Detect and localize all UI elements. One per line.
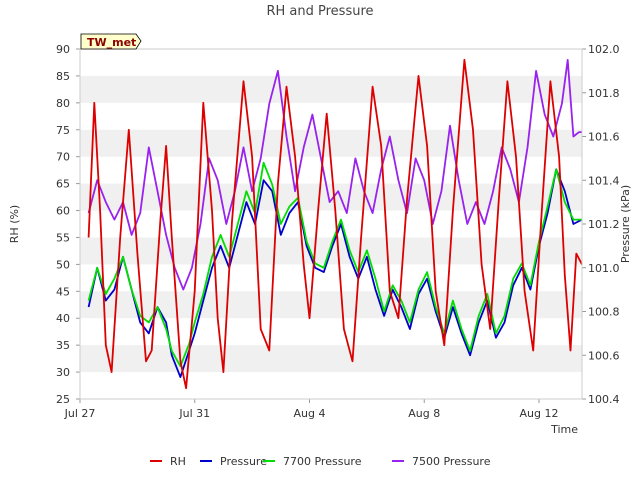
y-right-tick-label: 101.2 [588, 218, 620, 231]
y-left-tick-label: 85 [56, 70, 70, 83]
grid-band [80, 183, 582, 211]
y-axis-left: 25 30 35 40 45 50 55 60 65 70 75 80 85 90 [56, 43, 80, 406]
x-tick-label: Aug 4 [293, 407, 325, 420]
legend-label: 7500 Pressure [412, 455, 491, 468]
tw-met-badge: TW_met [80, 33, 142, 50]
y-axis-left-label: RH (%) [8, 205, 21, 243]
y-right-tick-label: 101.0 [588, 262, 620, 275]
legend-label: 7700 Pressure [283, 455, 362, 468]
tw-met-badge-label: TW_met [87, 36, 136, 49]
y-left-tick-label: 55 [56, 231, 70, 244]
y-axis-right-label: Pressure (kPa) [619, 185, 632, 263]
y-right-tick-label: 100.4 [588, 393, 620, 406]
y-left-tick-label: 75 [56, 124, 70, 137]
grid-bands [80, 75, 582, 373]
x-tick-label: Jul 31 [178, 407, 210, 420]
x-axis-label: Time [550, 423, 578, 436]
x-tick-label: Jul 27 [64, 407, 96, 420]
x-axis-ticks: Jul 27 Jul 31 Aug 4 Aug 8 Aug 12 [64, 399, 558, 420]
grid-band [80, 291, 582, 319]
y-right-tick-label: 101.6 [588, 131, 620, 144]
y-left-tick-label: 65 [56, 178, 70, 191]
y-right-tick-label: 100.6 [588, 349, 620, 362]
y-left-tick-label: 70 [56, 151, 70, 164]
y-axis-right: 100.4 100.6 100.8 101.0 101.2 101.4 101.6 101.8… [582, 43, 620, 406]
y-left-tick-label: 30 [56, 366, 70, 379]
y-left-tick-label: 40 [56, 312, 70, 325]
legend: RH Pressure 7700 Pressure 7500 Pressure [150, 455, 491, 468]
y-left-tick-label: 60 [56, 205, 70, 218]
x-tick-label: Aug 8 [408, 407, 440, 420]
y-left-tick-label: 80 [56, 97, 70, 110]
y-left-tick-label: 90 [56, 43, 70, 56]
y-right-tick-label: 102.0 [588, 43, 620, 56]
series-lines [87, 58, 583, 390]
grid-band [80, 345, 582, 373]
chart-title: RH and Pressure [266, 4, 373, 19]
y-left-tick-label: 45 [56, 285, 70, 298]
y-right-tick-label: 101.4 [588, 174, 620, 187]
y-left-tick-label: 35 [56, 339, 70, 352]
x-tick-label: Aug 12 [519, 407, 558, 420]
y-right-tick-label: 101.8 [588, 87, 620, 100]
series-line-rh [87, 58, 583, 390]
y-right-tick-label: 100.8 [588, 306, 620, 319]
legend-label: RH [170, 455, 186, 468]
plot-frame [79, 48, 583, 400]
legend-label: Pressure [220, 455, 267, 468]
y-left-tick-label: 25 [56, 393, 70, 406]
grid-band [80, 75, 582, 103]
series-line-7700-pressure [87, 161, 582, 368]
y-left-tick-label: 50 [56, 258, 70, 271]
